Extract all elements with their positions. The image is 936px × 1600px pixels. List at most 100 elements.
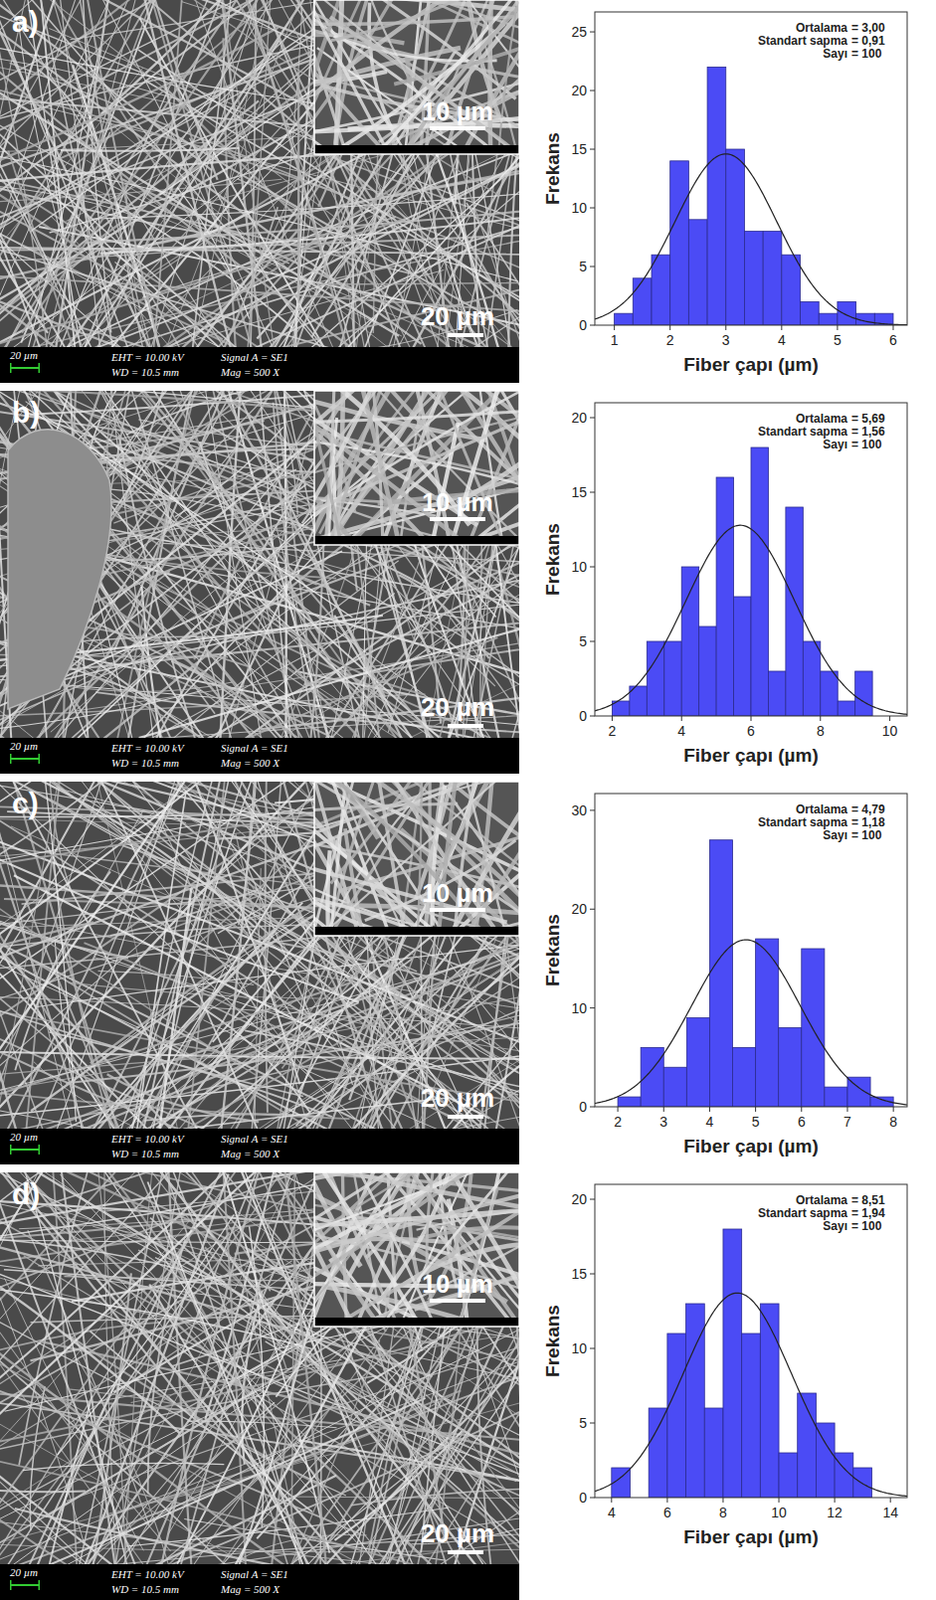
- sem-image: [0, 781, 520, 1129]
- histogram-bar: [670, 161, 690, 326]
- stat-value: = 5,69: [851, 411, 886, 426]
- histogram-bar: [651, 254, 671, 326]
- plot-background: [594, 11, 908, 326]
- inset-scale-bar: [429, 126, 486, 131]
- histogram-bar: [762, 231, 782, 326]
- histogram-bar: [707, 66, 727, 326]
- fiber-texture: [331, 0, 466, 41]
- scale-label: 20 µm: [420, 1518, 495, 1549]
- x-tick-label: 8: [889, 1114, 898, 1130]
- inset-frame: [314, 781, 520, 936]
- x-tick: [893, 1107, 895, 1113]
- y-tick-label: 5: [578, 633, 587, 650]
- fiber-texture: [0, 265, 520, 345]
- x-tick: [709, 1107, 711, 1113]
- histogram-bar: [767, 671, 785, 717]
- info-bar: [0, 1128, 520, 1165]
- x-axis-title: Fiber çapı (µm): [683, 354, 819, 375]
- x-tick: [889, 716, 891, 722]
- inset-info-bar: [314, 536, 520, 546]
- info-text: Mag = 500 X: [219, 756, 281, 769]
- y-tick: [589, 1497, 595, 1499]
- normal-curve: [594, 939, 908, 1106]
- info-text: Signal A = SE1: [220, 742, 289, 754]
- info-text: WD = 10.5 mm: [111, 1583, 180, 1596]
- fiber-texture: [312, 1297, 520, 1565]
- fiber-texture: [407, 1350, 520, 1565]
- fiber-texture: [250, 1339, 380, 1565]
- fiber-texture: [189, 390, 520, 739]
- info-bar: [0, 738, 520, 774]
- y-tick: [589, 266, 595, 268]
- normal-curve: [594, 1293, 908, 1497]
- y-tick: [589, 207, 595, 209]
- y-tick-label: 10: [570, 559, 587, 575]
- scale-bar: [447, 724, 484, 729]
- stat-name: Ortalama: [795, 1193, 848, 1208]
- x-tick: [754, 1107, 756, 1113]
- histogram-bar: [778, 1028, 802, 1108]
- fiber-texture: [208, 1172, 520, 1565]
- histogram-bar: [853, 1468, 873, 1498]
- info-scale-tick: [38, 1580, 41, 1591]
- inset-frame: [314, 1172, 520, 1327]
- info-text: 20 µm: [9, 740, 38, 752]
- histogram-bar: [648, 1408, 668, 1498]
- stat-value: = 0,91: [851, 33, 886, 48]
- info-scale-bar: [9, 367, 40, 370]
- fiber-texture: [0, 927, 140, 1029]
- x-tick-label: 2: [666, 332, 675, 349]
- x-tick: [669, 325, 671, 331]
- fiber-texture: [350, 547, 520, 716]
- scale-label: 20 µm: [420, 1083, 495, 1114]
- y-tick: [589, 809, 595, 811]
- y-tick-label: 0: [578, 1099, 587, 1116]
- x-tick-label: 3: [722, 332, 731, 349]
- fiber-texture: [143, 781, 520, 1129]
- info-scale-tick: [9, 1580, 12, 1591]
- fiber-texture: [345, 828, 368, 936]
- fiber-texture: [407, 1044, 520, 1129]
- histogram-bar: [686, 1018, 710, 1108]
- y-tick: [589, 492, 595, 494]
- fiber-texture: [314, 0, 433, 155]
- y-tick: [589, 325, 595, 327]
- info-scale-tick: [9, 753, 12, 764]
- histogram-bar: [820, 671, 838, 717]
- panel-letter: a): [11, 4, 39, 38]
- inset-scale-label: 10 µm: [421, 1270, 493, 1299]
- sem-inset: [314, 390, 520, 546]
- x-tick-label: 5: [751, 1114, 760, 1130]
- plot-area: [594, 793, 908, 1108]
- info-text: EHT = 10.00 kV: [110, 1568, 186, 1581]
- stat-name: Standart sapma: [757, 815, 848, 830]
- fiber-texture: [87, 390, 520, 725]
- info-text: 20 µm: [9, 1566, 38, 1579]
- y-tick-label: 15: [570, 1266, 587, 1283]
- y-tick: [589, 90, 595, 92]
- info-text: EHT = 10.00 kV: [110, 1132, 186, 1145]
- x-tick: [780, 325, 782, 331]
- fiber-texture: [0, 1172, 229, 1511]
- fiber-texture: [0, 1172, 172, 1552]
- fiber-texture: [1, 390, 149, 739]
- fiber-texture: [314, 1172, 520, 1284]
- scale-bar: [447, 1550, 484, 1555]
- x-tick: [725, 325, 727, 331]
- fiber-texture: [158, 0, 520, 348]
- fiber-texture: [351, 1488, 520, 1506]
- histogram-bar: [640, 1047, 664, 1108]
- fiber-texture: [0, 982, 354, 1117]
- x-tick-label: 5: [833, 332, 842, 349]
- fiber-texture: [0, 1344, 249, 1565]
- histogram-bar: [800, 301, 820, 326]
- figure: 10 µm a) 20 µm 20 µm EHT = 10.00 kV Signal A …: [0, 0, 936, 1600]
- inset-info-bar: [314, 1317, 520, 1327]
- y-tick-label: 20: [570, 409, 587, 426]
- fiber-texture: [314, 409, 520, 546]
- info-scale-bar: [9, 1148, 40, 1151]
- fiber-texture: [383, 781, 520, 936]
- x-tick-label: 10: [770, 1504, 787, 1521]
- info-text: EHT = 10.00 kV: [110, 742, 186, 754]
- inset-info-bar: [314, 927, 520, 936]
